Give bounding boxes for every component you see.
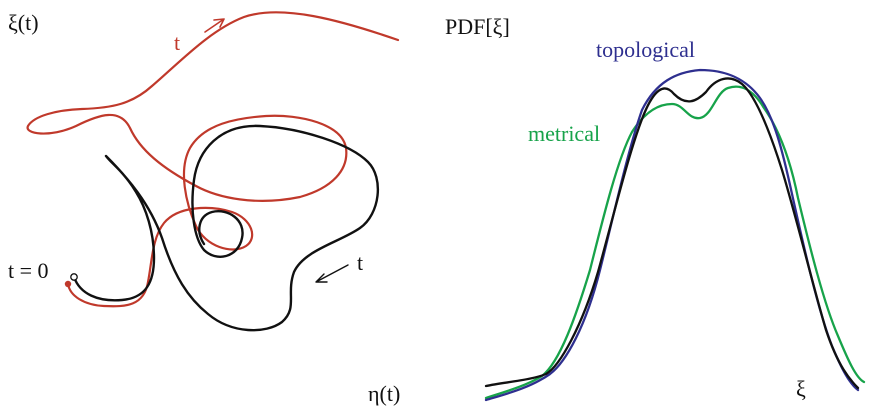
red-start-dot: [64, 280, 72, 288]
left-panel: ξ(t) η(t) t = 0 t t: [8, 10, 400, 406]
black-start-circle: [70, 273, 78, 281]
eta-axis-label: η(t): [368, 381, 400, 406]
black-direction-arrow: [315, 264, 349, 283]
topological-curve: [484, 68, 860, 402]
right-panel: PDF[ξ] topological metrical ξ: [445, 14, 866, 402]
metrical-curve: [484, 85, 866, 400]
black-trajectory: [72, 124, 380, 332]
red-trajectory: [26, 11, 400, 308]
xi-label: ξ: [796, 376, 806, 401]
metrical-label: metrical: [528, 121, 600, 146]
xi-axis-label: ξ(t): [8, 10, 39, 35]
red-direction-arrow: [204, 18, 225, 33]
topological-label: topological: [596, 37, 695, 62]
pdf-title: PDF[ξ]: [445, 14, 510, 39]
t-zero-label: t = 0: [8, 258, 49, 283]
red-t-label: t: [174, 30, 180, 55]
black-pdf-curve: [484, 77, 860, 390]
black-t-label: t: [357, 250, 363, 275]
